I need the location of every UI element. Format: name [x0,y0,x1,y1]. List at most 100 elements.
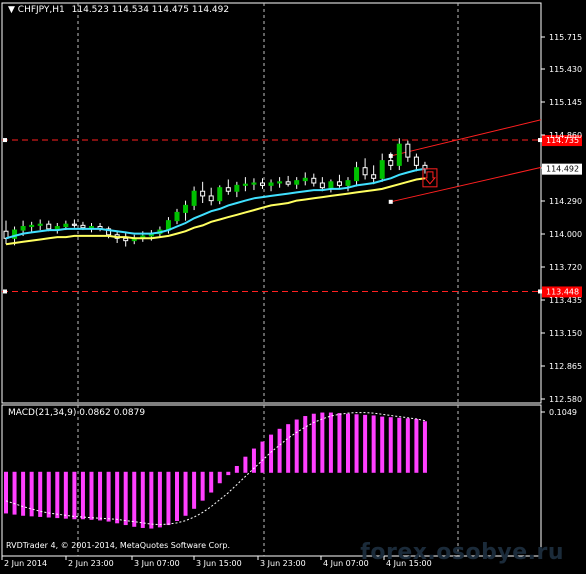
header-symbol: ▼ CHFJPY,H1 114.523 114.534 114.475 114.… [8,5,229,15]
bull-candle [89,226,94,229]
ma-fast-line [5,167,426,240]
level-price-tag-label: 114.735 [546,136,579,145]
bear-candle [362,167,368,176]
symbol-timeframe: CHFJPY,H1 [18,5,65,15]
time-tick-label: 4 Jun 15:00 [386,559,432,568]
bear-candle [319,182,325,189]
macd-histogram-bar [98,471,103,521]
bull-candle [302,177,308,182]
macd-histogram-bar [294,419,299,473]
macd-histogram-bar [12,471,17,515]
macd-histogram-bar [414,418,419,473]
macd-histogram-bar [21,471,26,516]
time-tick-label: 2 Jun 23:00 [68,559,114,568]
sell-arrow-box[interactable] [422,168,438,188]
bull-candle [294,180,300,185]
bull-candle [242,183,248,186]
price-tick-label: 113.435 [549,296,582,305]
macd-histogram-bar [397,417,402,473]
macd-histogram-bar [209,471,214,493]
macd-signal-line [5,412,426,526]
bull-candle [217,187,223,202]
level-anchor-handle[interactable] [3,289,7,294]
dropdown-triangle-icon[interactable]: ▼ [8,5,18,15]
bull-candle [12,229,18,239]
time-tick-label: 3 Jun 23:00 [260,559,306,568]
bear-candle [123,237,129,242]
macd-histogram-bar [63,471,68,519]
price-tick-label: 115.430 [549,65,582,74]
copyright-text: RVDTrader 4, © 2001-2014, MetaQuotes Sof… [6,541,230,550]
macd-histogram-bar [405,418,410,473]
bear-candle [311,177,317,184]
bull-candle [191,190,197,206]
macd-histogram-bar [157,471,162,528]
macd-histogram-bar [311,413,316,473]
macd-histogram-bar [200,471,205,501]
macd-histogram-bar [243,456,248,473]
macd-histogram-bar [346,413,350,473]
bull-candle [63,223,69,228]
macd-histogram-bar [106,471,111,522]
bull-candle [379,160,385,179]
macd-histogram-bar [166,471,171,526]
watermark-text: forex.osobye.ru [360,540,564,565]
macd-histogram-bar [38,471,43,517]
price-tick-label: 115.145 [549,98,582,107]
macd-histogram-bar [29,471,34,517]
bear-candle [260,182,265,186]
macd-histogram-bar [337,413,342,473]
macd-histogram-bar [46,471,51,518]
price-tick-label: 114.860 [549,131,582,140]
main-chart-frame [1,2,542,404]
bull-candle [29,224,35,228]
macd-subwindow-frame [1,404,542,557]
macd-histogram-bar [115,471,120,524]
bear-candle [405,143,411,158]
level-anchor-handle[interactable] [3,138,7,143]
macd-histogram-bar [380,416,385,473]
bull-candle [396,143,402,166]
time-tick-label: 3 Jun 07:00 [134,559,180,568]
macd-histogram-bar [328,412,333,473]
trendline-handle[interactable] [388,199,393,204]
trendline[interactable] [390,166,542,203]
macd-histogram-bar [354,414,359,473]
macd-histogram-bar [183,471,188,516]
macd-histogram-bar [175,471,179,521]
macd-histogram-bar [226,471,231,476]
macd-histogram-bar [371,415,376,473]
sell-arrow-icon[interactable] [423,171,437,185]
macd-histogram-bar [422,421,427,473]
level-anchor-handle[interactable] [538,289,542,294]
macd-label: MACD(21,34,9) 0.0862 0.0879 [8,408,145,418]
bear-candle [371,174,377,179]
macd-histogram-bar [260,441,265,473]
bear-candle [200,190,206,197]
price-tick-label: 114.000 [549,230,582,239]
trendline[interactable] [390,119,542,157]
level-anchor-handle[interactable] [538,138,542,143]
macd-histogram-bar [123,471,128,526]
macd-histogram-bar [72,471,77,520]
macd-histogram-bar [80,471,85,520]
macd-histogram-bar [269,434,274,473]
ohlc-values: 114.523 114.534 114.475 114.492 [72,5,229,15]
price-tick-label: 115.715 [549,33,582,42]
macd-histogram-bar [89,471,94,520]
price-tick-label: 114.290 [549,197,582,206]
bull-candle [183,204,189,213]
price-tick-label: 112.865 [549,362,582,371]
bull-candle [328,181,334,189]
bear-candle [46,223,52,230]
macd-histogram-bar [55,471,60,519]
bull-candle [37,223,43,226]
bear-candle [285,181,291,185]
bull-candle [54,226,60,230]
macd-histogram-bar [149,471,154,529]
time-tick-label: 3 Jun 15:00 [196,559,242,568]
ma-slow-line [5,177,426,246]
macd-histogram-bar [320,412,325,473]
